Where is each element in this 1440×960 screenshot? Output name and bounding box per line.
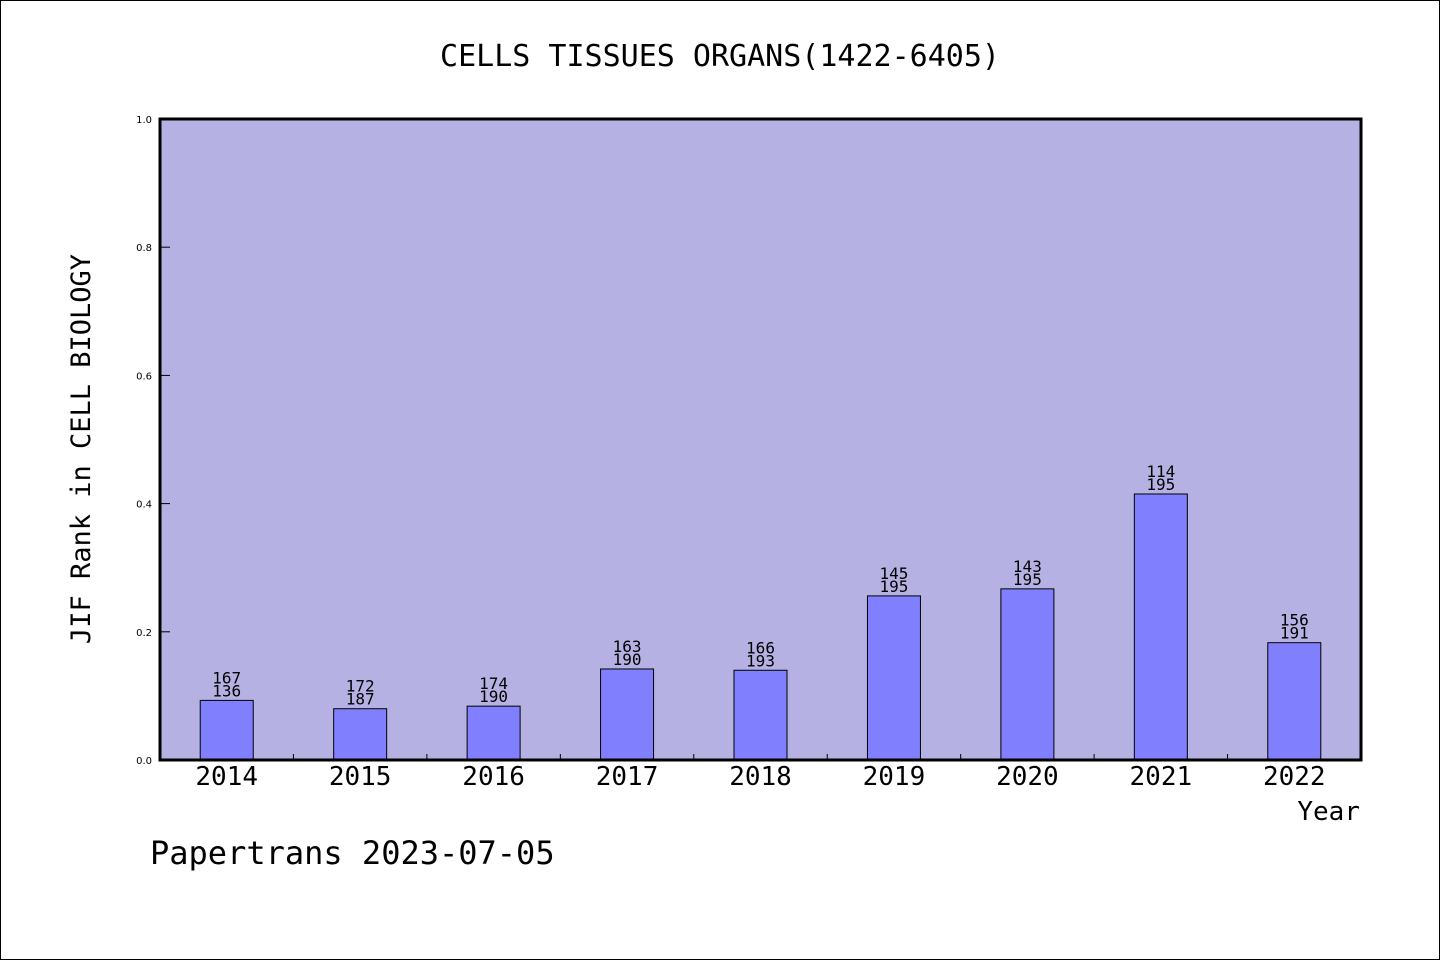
bar-series (199, 493, 1322, 761)
x-tick-label: 2015 (329, 762, 392, 792)
y-axis-label: JIF Rank in CELL BIOLOGY (66, 254, 97, 644)
x-tick-label: 2019 (863, 762, 926, 792)
bar (1267, 642, 1322, 761)
bar-label-total: 187 (346, 690, 375, 709)
bar-label-total: 195 (879, 577, 908, 596)
bar-label-rank: 167 (212, 668, 241, 687)
x-tick-label: 2017 (596, 762, 659, 792)
x-tick-label: 2022 (1263, 762, 1326, 792)
bar-label-rank: 114 (1146, 462, 1175, 481)
x-tick-label: 2016 (462, 762, 525, 792)
bar-label-total: 193 (746, 651, 775, 670)
bar-label-total: 191 (1280, 624, 1309, 643)
bar (733, 669, 788, 761)
bar-label-rank: 156 (1280, 611, 1309, 630)
x-axis-label: Year (1297, 797, 1360, 827)
y-tick-label: 0.6 (136, 371, 152, 382)
bar-label-total: 190 (479, 687, 508, 706)
bar (199, 699, 254, 761)
bar-label-rank: 145 (879, 564, 908, 583)
bar-label-rank: 166 (746, 638, 775, 657)
bar-label-total: 190 (613, 650, 642, 669)
bar-label-rank: 174 (479, 674, 508, 693)
chart-title: CELLS TISSUES ORGANS(1422-6405) (440, 39, 1000, 74)
bar-label-rank: 163 (613, 637, 642, 656)
x-tick-label: 2020 (996, 762, 1059, 792)
x-axis: 2014 2015 2016 2017 2018 2019 2020 2021 2022 (195, 754, 1326, 792)
y-tick-label: 0.0 (136, 756, 152, 767)
bar-label-total: 195 (1013, 570, 1042, 589)
bar-label-total: 195 (1146, 475, 1175, 494)
bar (466, 705, 521, 761)
y-tick-label: 0.8 (136, 243, 152, 254)
bar (1000, 588, 1055, 761)
y-tick-label: 0.4 (136, 500, 152, 511)
x-tick-label: 2021 (1130, 762, 1193, 792)
bar-label-total: 136 (212, 681, 241, 700)
bar (333, 708, 388, 761)
bar (866, 595, 921, 761)
bar (600, 668, 655, 761)
footer-credit: Papertrans 2023-07-05 (150, 834, 555, 872)
x-tick-label: 2014 (195, 762, 258, 792)
plot-border (158, 117, 1363, 762)
y-tick-label: 0.2 (136, 628, 152, 639)
bar-label-rank: 143 (1013, 557, 1042, 576)
bar-label-rank: 172 (346, 677, 375, 696)
bar (1133, 493, 1188, 761)
x-tick-label: 2018 (729, 762, 792, 792)
y-tick-label: 1.0 (136, 115, 152, 126)
